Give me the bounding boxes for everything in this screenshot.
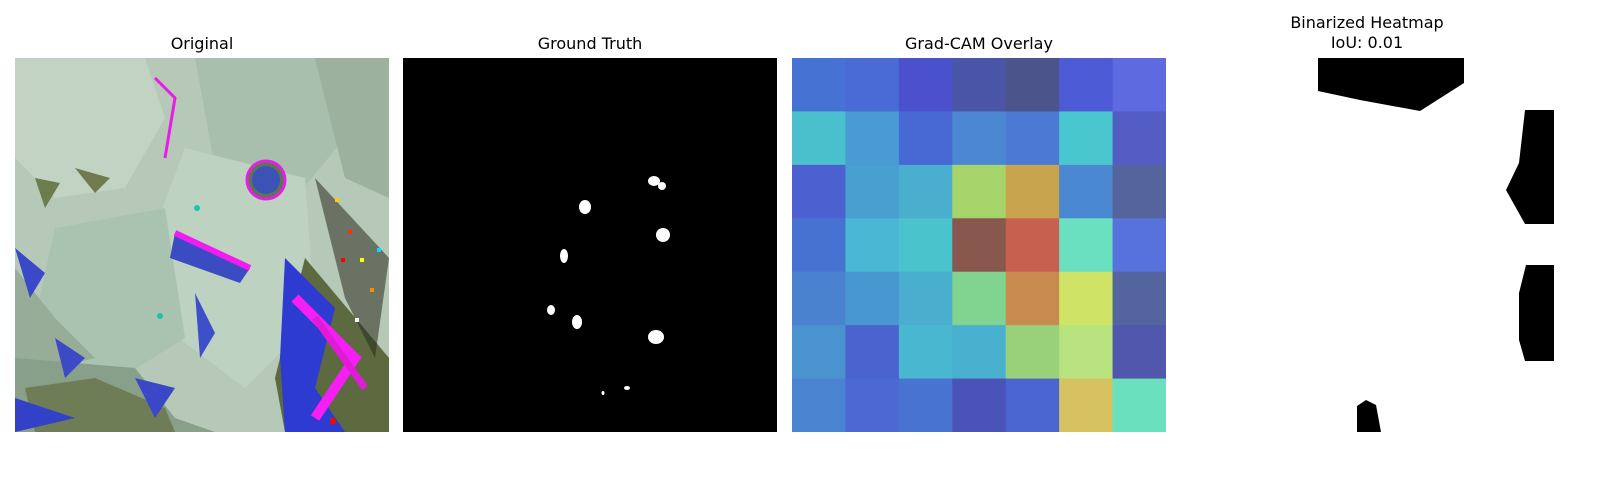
heatmap-cell	[1005, 58, 1060, 113]
ground-truth-title: Ground Truth	[537, 34, 643, 53]
heatmap-cell	[1005, 378, 1060, 432]
heatmap-cell	[1112, 271, 1166, 326]
heatmap-cell	[1112, 111, 1166, 166]
heatmap-cell	[845, 58, 900, 113]
heatmap-cell	[898, 271, 953, 326]
heatmap-cell	[952, 111, 1007, 166]
heatmap-cell	[898, 164, 953, 219]
heatmap-cell	[952, 164, 1007, 219]
heatmap-cell	[952, 325, 1007, 380]
heatmap-cell	[1005, 164, 1060, 219]
heatmap-cell	[1059, 111, 1114, 166]
gradcam-panel: Grad-CAM Overlay	[792, 0, 1166, 432]
heatmap-cell	[1059, 378, 1114, 432]
heatmap-cell	[845, 164, 900, 219]
binarized-panel: Binarized Heatmap IoU: 0.01	[1180, 0, 1554, 432]
binarized-mask	[1180, 58, 1554, 432]
heatmap-cell	[845, 325, 900, 380]
heatmap-cell	[792, 271, 847, 326]
heatmap-cell	[898, 325, 953, 380]
heatmap-cell	[1059, 58, 1114, 113]
heatmap-cell	[1005, 111, 1060, 166]
ground-truth-panel: Ground Truth	[403, 0, 777, 432]
heatmap-cell	[792, 111, 847, 166]
heatmap-cell	[845, 271, 900, 326]
gradcam-title: Grad-CAM Overlay	[905, 34, 1053, 53]
heatmap-cell	[792, 218, 847, 273]
heatmap-cell	[1005, 271, 1060, 326]
heatmap-cell	[845, 218, 900, 273]
heatmap-cell	[1059, 218, 1114, 273]
heatmap-cell	[952, 58, 1007, 113]
heatmap-cell	[1059, 164, 1114, 219]
heatmap-cell	[898, 378, 953, 432]
original-panel: Original	[15, 0, 389, 432]
ground-truth-mask	[403, 58, 777, 432]
original-title: Original	[170, 34, 234, 53]
original-image	[15, 58, 389, 432]
heatmap-cell	[792, 378, 847, 432]
gradcam-heatmap	[792, 58, 1166, 432]
heatmap-cell	[952, 378, 1007, 432]
heatmap-cell	[1112, 164, 1166, 219]
heatmap-cell	[1005, 218, 1060, 273]
binarized-title: Binarized Heatmap IoU: 0.01	[1290, 13, 1444, 52]
heatmap-cell	[898, 218, 953, 273]
heatmap-cell	[898, 111, 953, 166]
heatmap-cell	[792, 164, 847, 219]
heatmap-cell	[952, 271, 1007, 326]
heatmap-cell	[1005, 325, 1060, 380]
heatmap-cell	[1059, 325, 1114, 380]
heatmap-cell	[792, 325, 847, 380]
heatmap-cell	[1112, 325, 1166, 380]
heatmap-cell	[898, 58, 953, 113]
heatmap-cell	[1112, 378, 1166, 432]
heatmap-cell	[1059, 271, 1114, 326]
heatmap-cell	[952, 218, 1007, 273]
heatmap-cell	[792, 58, 847, 113]
heatmap-cell	[845, 111, 900, 166]
heatmap-cell	[1112, 58, 1166, 113]
heatmap-cell	[845, 378, 900, 432]
heatmap-cell	[1112, 218, 1166, 273]
